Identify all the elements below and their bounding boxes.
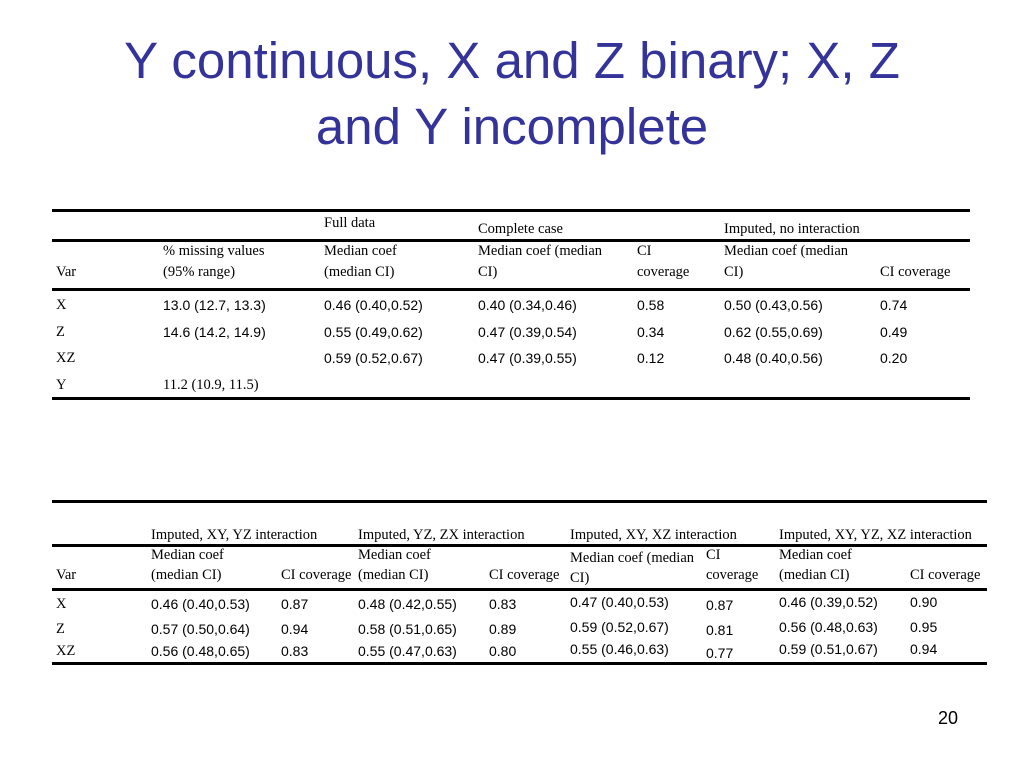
column-header: CI	[637, 243, 652, 259]
table-cell: 0.62 (0.55,0.69)	[724, 324, 823, 340]
table-cell: 0.90	[910, 594, 938, 610]
group-header: Full data	[324, 215, 376, 231]
column-header: CI coverage	[281, 567, 352, 583]
title-line-2: and Y incomplete	[315, 98, 709, 155]
column-header: CI coverage	[910, 567, 981, 583]
column-header: CI)	[724, 264, 744, 280]
column-header: CI coverage	[880, 264, 951, 280]
table-cell: 0.83	[281, 643, 309, 659]
column-header: (median CI)	[151, 567, 222, 583]
table-rule	[52, 288, 970, 291]
table-cell: 0.81	[706, 622, 734, 638]
table-rule	[52, 239, 970, 242]
table-rule	[52, 500, 987, 503]
group-header: Imputed, XY, XZ interaction	[570, 527, 737, 543]
table-cell: 0.55 (0.49,0.62)	[324, 324, 423, 340]
table-cell: 0.94	[910, 641, 938, 657]
table-cell: 0.47 (0.40,0.53)	[570, 594, 669, 610]
table-cell: 0.46 (0.39,0.52)	[779, 594, 878, 610]
column-header: (median CI)	[779, 567, 850, 583]
table-cell: 0.55 (0.46,0.63)	[570, 641, 669, 657]
column-header: CI)	[570, 570, 590, 586]
table-cell: 0.46 (0.40,0.52)	[324, 297, 423, 313]
column-header: (median CI)	[324, 264, 395, 280]
table-cell: Z	[56, 324, 65, 340]
group-header: Imputed, no interaction	[724, 221, 860, 237]
column-header: coverage	[706, 567, 759, 583]
column-header: Var	[56, 264, 77, 280]
table-cell: 0.80	[489, 643, 517, 659]
table-cell: 0.59 (0.51,0.67)	[779, 641, 878, 657]
group-header: Imputed, YZ, ZX interaction	[358, 527, 525, 543]
table-cell: 0.48 (0.42,0.55)	[358, 596, 457, 612]
table-cell: 0.95	[910, 619, 938, 635]
table-cell: 0.20	[880, 350, 908, 366]
table-cell: 14.6 (14.2, 14.9)	[163, 324, 266, 340]
table-cell: Y	[56, 377, 67, 393]
column-header: Median coef (median	[570, 550, 695, 566]
column-header: Median coef	[324, 243, 397, 259]
table-cell: 0.48 (0.40,0.56)	[724, 350, 823, 366]
table-cell: X	[56, 596, 67, 612]
table-cell: 11.2 (10.9, 11.5)	[163, 377, 259, 393]
table-rule	[52, 662, 987, 665]
table-cell: 0.59 (0.52,0.67)	[570, 619, 669, 635]
table-rule	[52, 544, 987, 547]
table-rule	[52, 397, 970, 400]
table-cell: 0.74	[880, 297, 908, 313]
table-cell: 0.57 (0.50,0.64)	[151, 621, 250, 637]
table-cell: 0.83	[489, 596, 517, 612]
table-cell: 0.56 (0.48,0.65)	[151, 643, 250, 659]
column-header: CI	[706, 547, 721, 563]
table-cell: 0.46 (0.40,0.53)	[151, 596, 250, 612]
page-number: 20	[938, 708, 959, 728]
table-rule	[52, 588, 987, 591]
column-header: Median coef	[779, 547, 852, 563]
table-cell: 0.34	[637, 324, 665, 340]
table-cell: 13.0 (12.7, 13.3)	[163, 297, 266, 313]
column-header: Var	[56, 567, 77, 583]
column-header: CI)	[478, 264, 498, 280]
table-cell: 0.12	[637, 350, 665, 366]
table-cell: 0.40 (0.34,0.46)	[478, 297, 577, 313]
slide-title: Y continuous, X and Z binary; X, Z and Y…	[0, 28, 1024, 160]
group-header: Imputed, XY, YZ interaction	[151, 527, 318, 543]
column-header: Median coef (median	[478, 243, 603, 259]
column-header: % missing values	[163, 243, 265, 259]
table-cell: 0.77	[706, 645, 734, 661]
column-header: coverage	[637, 264, 690, 280]
title-line-1: Y continuous, X and Z binary; X, Z	[124, 32, 900, 89]
table-cell: 0.59 (0.52,0.67)	[324, 350, 423, 366]
table-cell: Z	[56, 621, 65, 637]
column-header: (median CI)	[358, 567, 429, 583]
column-header: Median coef	[358, 547, 431, 563]
table-cell: 0.58 (0.51,0.65)	[358, 621, 457, 637]
table-cell: 0.50 (0.43,0.56)	[724, 297, 823, 313]
table-cell: 0.89	[489, 621, 517, 637]
table-cell: 0.94	[281, 621, 309, 637]
column-header: CI coverage	[489, 567, 560, 583]
table-cell: 0.47 (0.39,0.54)	[478, 324, 577, 340]
table-cell: 0.56 (0.48,0.63)	[779, 619, 878, 635]
group-header: Imputed, XY, YZ, XZ interaction	[779, 527, 972, 543]
column-header: Median coef (median	[724, 243, 849, 259]
table-cell: 0.87	[281, 596, 309, 612]
table-cell: 0.47 (0.39,0.55)	[478, 350, 577, 366]
table-cell: X	[56, 297, 67, 313]
group-header: Complete case	[478, 221, 563, 237]
table-cell: XZ	[56, 643, 76, 659]
column-header: (95% range)	[163, 264, 236, 280]
column-header: Median coef	[151, 547, 224, 563]
table-cell: 0.49	[880, 324, 908, 340]
table-cell: 0.87	[706, 597, 734, 613]
table-cell: XZ	[56, 350, 76, 366]
table-rule	[52, 209, 970, 212]
table-cell: 0.58	[637, 297, 665, 313]
table-cell: 0.55 (0.47,0.63)	[358, 643, 457, 659]
